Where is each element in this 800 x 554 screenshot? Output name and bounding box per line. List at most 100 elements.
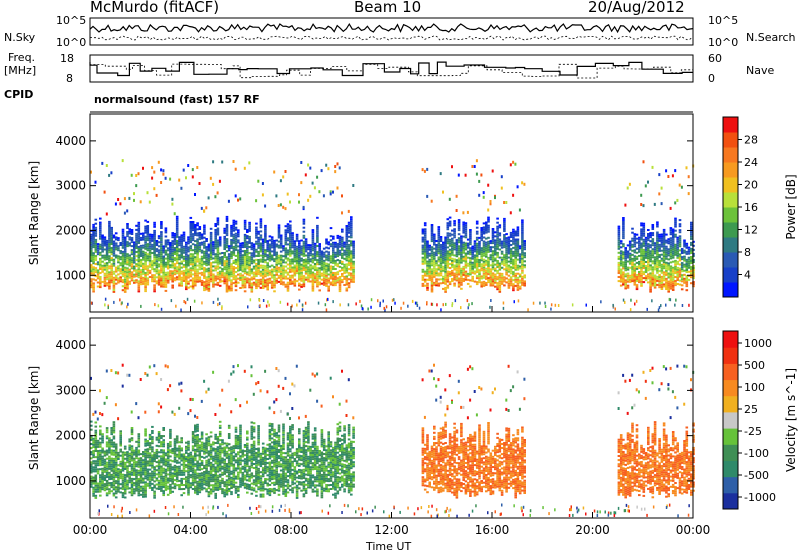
range-gate-cell — [676, 283, 679, 285]
range-gate-cell — [268, 253, 272, 256]
range-gate-cell — [512, 263, 515, 265]
range-gate-cell — [187, 248, 190, 251]
range-gate-cell — [277, 204, 280, 207]
range-gate-cell — [99, 221, 102, 224]
range-gate-cell — [507, 252, 511, 255]
range-gate-cell — [475, 244, 479, 247]
range-gate-cell — [252, 259, 256, 262]
range-gate-cell — [259, 278, 263, 281]
range-gate-cell — [293, 282, 297, 285]
range-gate-cell — [92, 270, 95, 273]
range-gate-cell — [216, 283, 220, 286]
range-gate-cell — [112, 260, 116, 263]
range-gate-cell — [155, 254, 159, 257]
range-gate-cell — [110, 226, 113, 229]
range-gate-cell — [270, 244, 274, 247]
range-gate-cell — [307, 270, 310, 273]
range-gate-cell — [466, 262, 470, 265]
range-gate-cell — [94, 474, 98, 477]
range-gate-cell — [343, 253, 346, 256]
range-gate-cell — [507, 286, 511, 289]
range-gate-cell — [103, 454, 107, 457]
range-gate-cell — [117, 237, 120, 240]
range-gate-cell — [462, 227, 465, 230]
range-gate-cell — [194, 256, 197, 259]
range-gate-cell — [255, 230, 258, 233]
range-gate-cell — [257, 259, 260, 261]
range-gate-cell — [273, 248, 276, 250]
range-gate-cell — [128, 272, 131, 275]
range-gate-cell — [96, 484, 100, 487]
range-gate-cell — [307, 278, 310, 281]
range-gate-cell — [521, 253, 524, 256]
range-gate-cell — [313, 254, 317, 257]
range-gate-cell — [345, 255, 349, 258]
range-gate-cell — [286, 287, 290, 290]
range-gate-cell — [311, 259, 315, 262]
range-gate-cell — [96, 460, 100, 463]
range-gate-cell — [683, 251, 686, 254]
range-gate-cell — [103, 238, 107, 241]
range-gate-cell — [203, 236, 206, 239]
range-gate-cell — [108, 249, 111, 252]
range-gate-cell — [444, 282, 447, 285]
range-gate-cell — [266, 282, 269, 285]
range-gate-cell — [196, 276, 199, 279]
range-gate-cell — [435, 250, 438, 253]
range-gate-cell — [137, 274, 141, 277]
range-gate-cell — [198, 242, 202, 245]
range-gate-cell — [487, 224, 490, 227]
range-gate-cell — [148, 233, 152, 236]
range-gate-cell — [198, 246, 202, 249]
range-gate-cell — [494, 275, 497, 278]
range-gate-cell — [277, 240, 281, 243]
range-gate-cell — [671, 254, 675, 257]
range-gate-cell — [284, 170, 287, 173]
range-gate-cell — [252, 243, 256, 246]
range-gate-cell — [209, 239, 213, 242]
range-gate-cell — [275, 251, 278, 254]
range-gate-cell — [241, 244, 245, 247]
range-gate-cell — [338, 241, 342, 244]
range-gate-cell — [674, 280, 677, 282]
range-gate-cell — [92, 450, 95, 452]
range-gate-cell — [133, 279, 136, 282]
range-gate-cell — [423, 240, 427, 243]
range-gate-cell — [444, 268, 447, 271]
range-gate-cell — [516, 276, 520, 279]
range-gate-cell — [205, 276, 208, 279]
range-gate-cell — [617, 245, 621, 248]
range-gate-cell — [293, 268, 297, 271]
range-gate-cell — [352, 240, 355, 243]
range-gate-cell — [660, 253, 664, 256]
range-gate-cell — [261, 272, 265, 275]
range-gate-cell — [453, 274, 456, 277]
range-gate-cell — [674, 225, 677, 228]
range-gate-cell — [487, 273, 490, 276]
range-gate-cell — [90, 243, 93, 246]
range-gate-cell — [439, 254, 443, 257]
range-gate-cell — [516, 288, 520, 291]
range-gate-cell — [433, 237, 436, 240]
range-gate-cell — [157, 281, 161, 284]
range-gate-cell — [635, 280, 639, 282]
range-gate-cell — [261, 250, 265, 253]
range-gate-cell — [117, 277, 120, 280]
range-gate-cell — [196, 278, 199, 281]
range-gate-cell — [678, 231, 682, 234]
range-gate-cell — [426, 301, 428, 305]
range-gate-cell — [332, 265, 335, 268]
range-gate-cell — [320, 282, 324, 285]
range-gate-cell — [316, 285, 319, 288]
range-gate-cell — [108, 490, 111, 493]
range-gate-cell — [289, 248, 292, 251]
range-gate-cell — [428, 264, 431, 267]
range-gate-cell — [103, 268, 107, 271]
range-gate-cell — [516, 266, 520, 269]
range-gate-cell — [160, 261, 163, 264]
range-gate-cell — [126, 235, 129, 238]
range-gate-cell — [248, 280, 251, 283]
range-gate-cell — [178, 262, 181, 265]
range-gate-cell — [316, 267, 319, 270]
range-gate-cell — [234, 232, 238, 235]
